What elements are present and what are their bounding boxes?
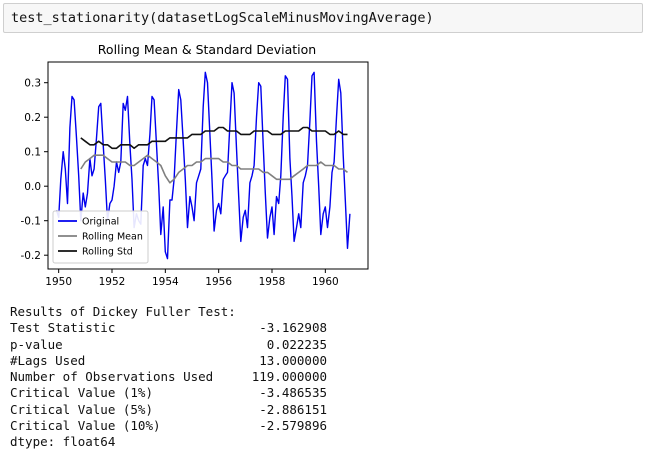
legend-box (52, 210, 149, 264)
result-rows: Test Statistic -3.162908 p-value 0.022235 #L… (10, 320, 327, 434)
y-axis-ticks: 0.3 0.2 0.1 0.0 -0.1 -0.2 (21, 78, 48, 262)
result-value: -3.162908 (259, 320, 327, 336)
result-row: Critical Value (10%) -2.579896 (10, 418, 327, 434)
rolling-stats-chart: Rolling Mean & Standard Deviation 0.3 0.2… (21, 42, 369, 288)
x-tick-label: 1950 (45, 276, 72, 288)
chart-legend: Original Rolling Mean Rolling Std (52, 210, 149, 264)
legend-label: Original (82, 217, 119, 228)
x-tick-label: 1960 (312, 276, 339, 288)
x-tick-label: 1952 (99, 276, 126, 288)
result-value: -2.579896 (259, 418, 327, 434)
result-label: Test Statistic (10, 320, 116, 336)
legend-label: Rolling Mean (82, 232, 143, 243)
result-row: Number of Observations Used 119.000000 (10, 369, 327, 385)
result-value: 0.022235 (266, 336, 327, 352)
x-axis-ticks: 1950 1952 1954 1956 1958 1960 (45, 269, 339, 288)
result-value: 13.000000 (259, 352, 327, 368)
x-tick-label: 1958 (259, 276, 286, 288)
series-lines (55, 71, 351, 260)
rolling-std-series-line (80, 126, 348, 150)
code-text: test_stationarity(datasetLogScaleMinusMo… (11, 10, 434, 26)
result-row: #Lags Used 13.000000 (10, 353, 327, 369)
legend-label: Rolling Std (82, 247, 133, 258)
result-label: Critical Value (1%) (10, 385, 153, 401)
x-tick-label: 1954 (152, 276, 179, 288)
chart-title: Rolling Mean & Standard Deviation (98, 42, 316, 57)
result-label: Critical Value (10%) (10, 418, 161, 434)
output-header: Results of Dickey Fuller Test: (10, 304, 236, 319)
x-tick-label: 1956 (205, 276, 232, 288)
y-tick-label: 0.3 (24, 78, 41, 90)
result-value: 119.000000 (251, 369, 327, 385)
original-series-line (55, 71, 351, 260)
result-label: #Lags Used (10, 352, 86, 368)
y-tick-label: -0.2 (21, 250, 42, 262)
rolling-mean-series-line (80, 154, 348, 184)
adf-test-output: Results of Dickey Fuller Test: Test Stat… (10, 304, 327, 451)
dtype-line: dtype: float64 (10, 434, 116, 450)
y-tick-label: -0.1 (21, 216, 42, 228)
y-tick-label: 0.2 (24, 112, 41, 124)
result-label: p-value (10, 336, 63, 352)
y-tick-label: 0.0 (24, 181, 41, 193)
result-value: -2.886151 (259, 401, 327, 417)
result-value: -3.486535 (259, 385, 327, 401)
result-row: Critical Value (5%) -2.886151 (10, 402, 327, 418)
result-row: Critical Value (1%) -3.486535 (10, 385, 327, 401)
plot-frame (47, 61, 369, 270)
result-label: Number of Observations Used (10, 369, 214, 385)
code-cell-input[interactable]: test_stationarity(datasetLogScaleMinusMo… (3, 3, 643, 33)
y-tick-label: 0.1 (24, 147, 41, 159)
result-label: Critical Value (5%) (10, 401, 153, 417)
result-row: p-value 0.022235 (10, 337, 327, 353)
result-row: Test Statistic -3.162908 (10, 320, 327, 336)
